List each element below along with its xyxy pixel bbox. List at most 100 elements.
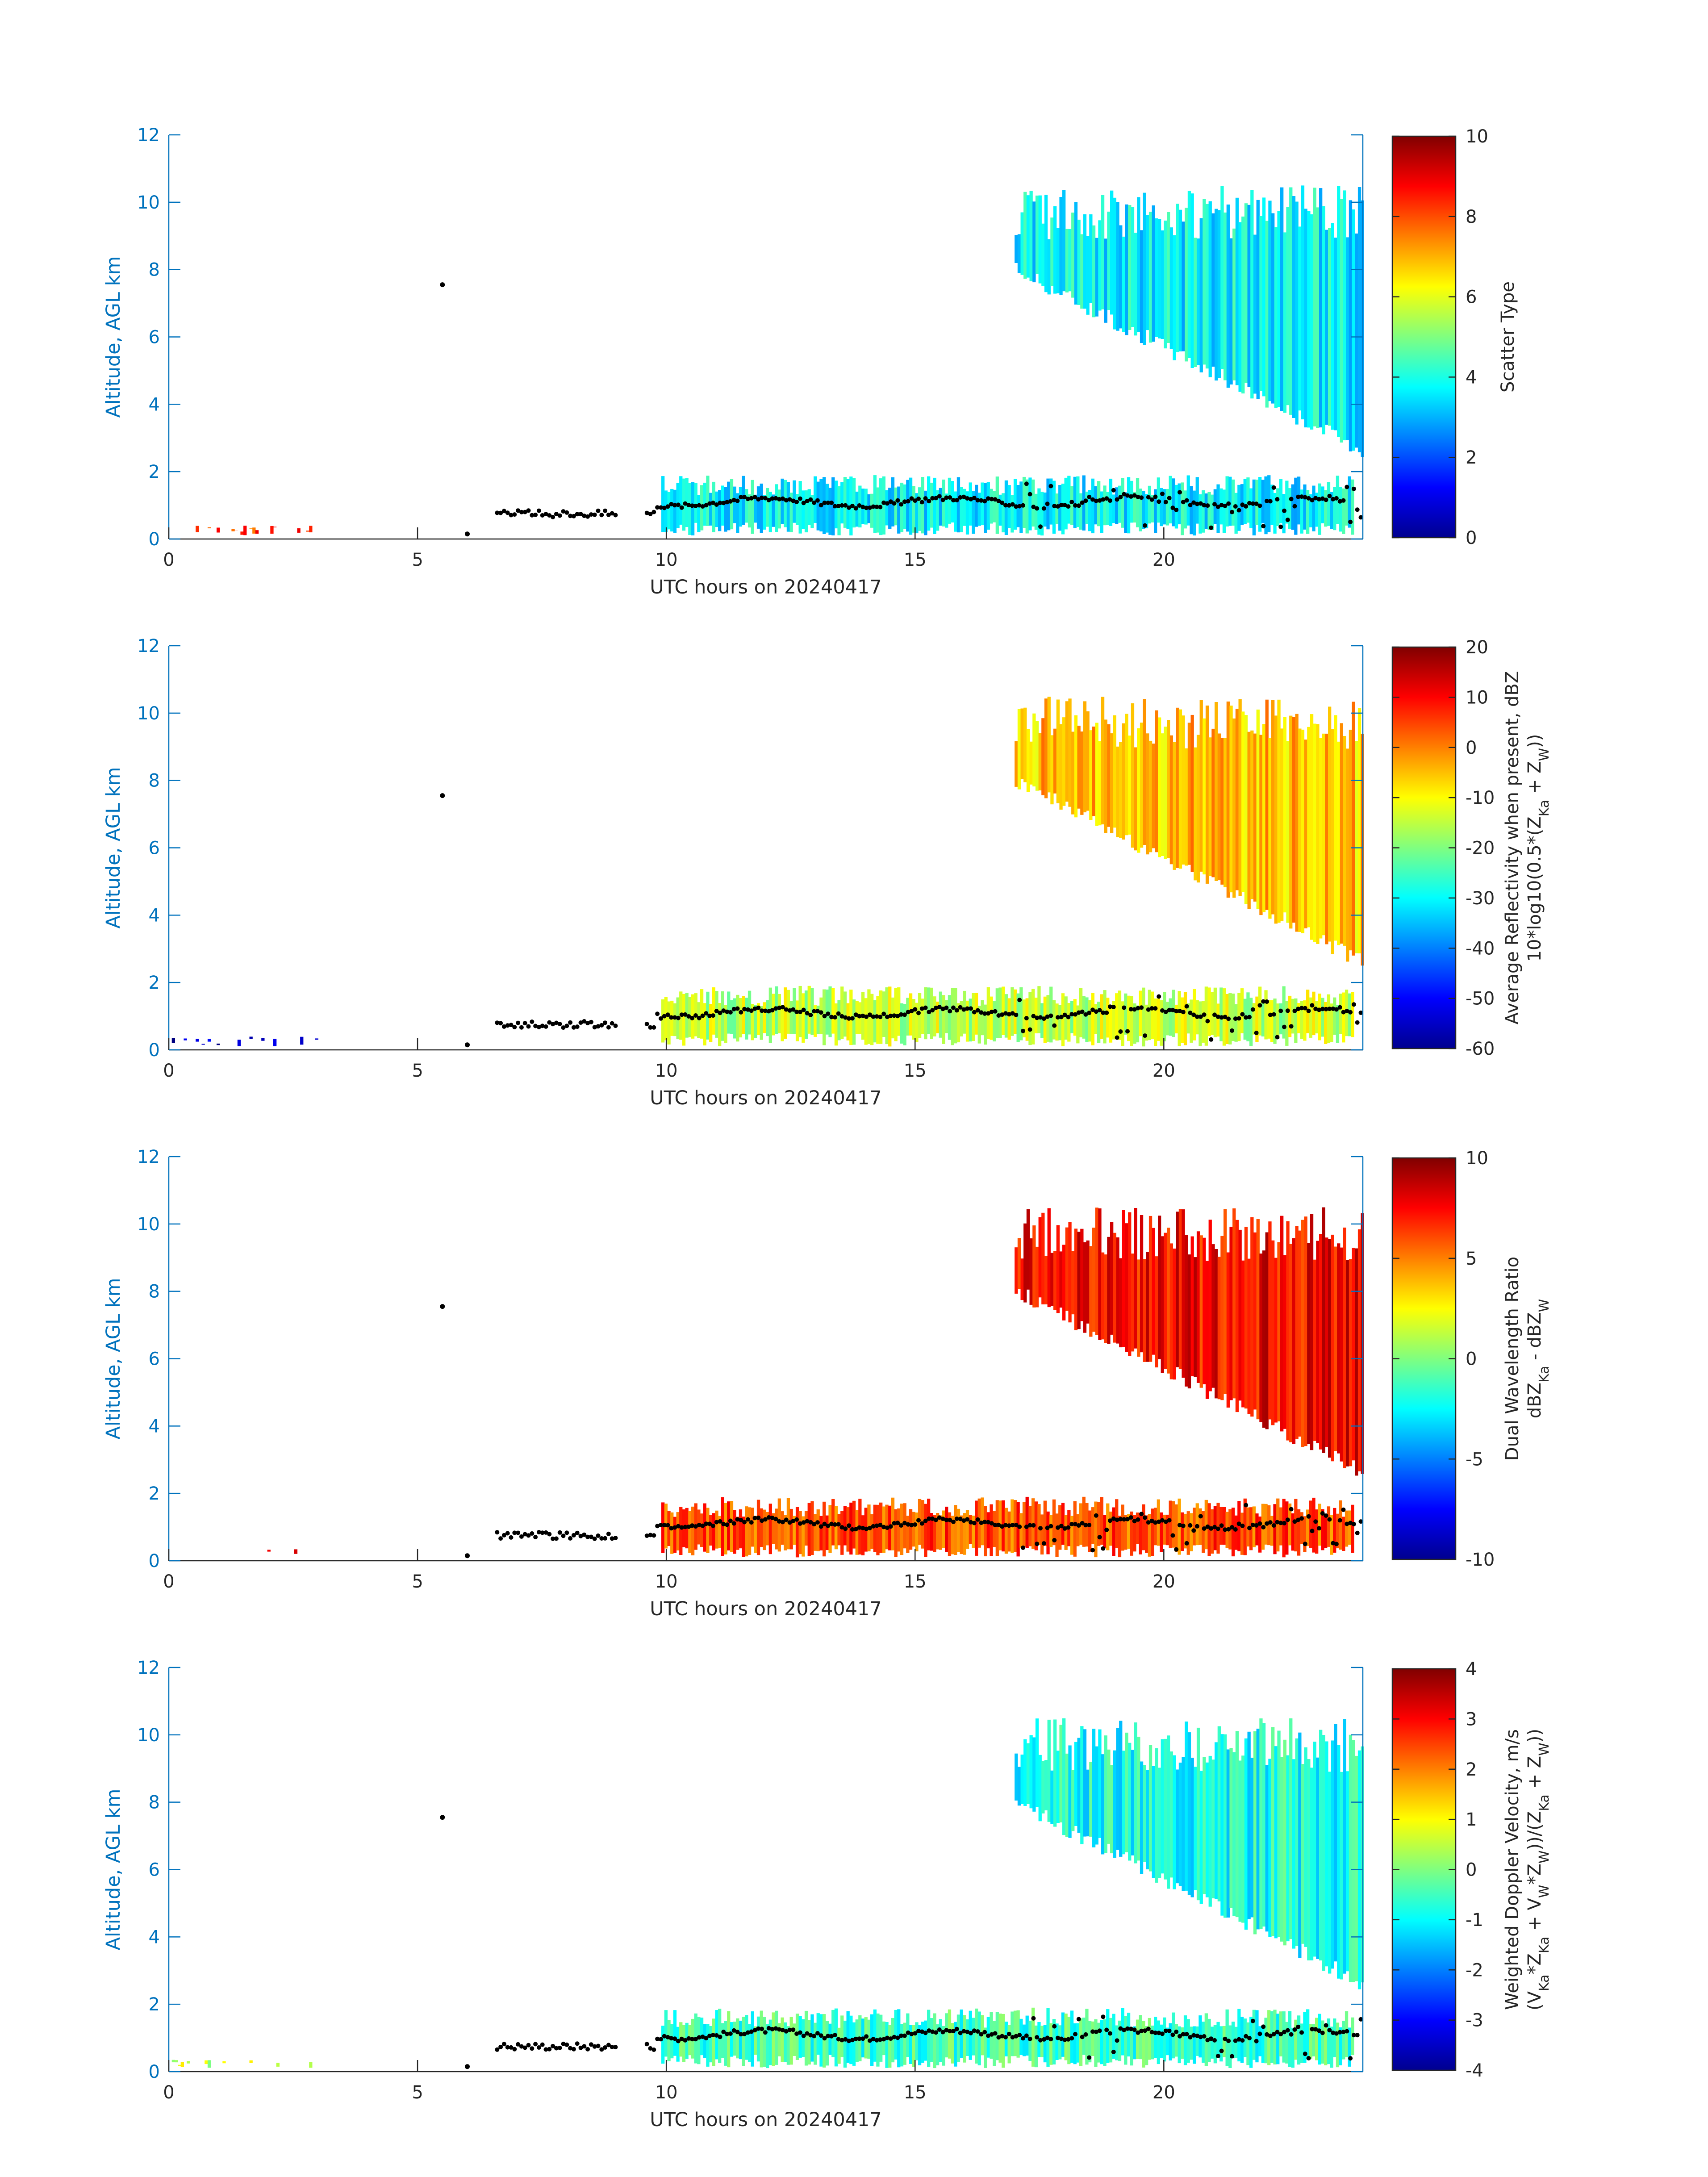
data-column	[825, 2021, 829, 2066]
data-column	[1076, 476, 1080, 527]
cloud-base-point	[919, 2029, 924, 2034]
data-column	[921, 999, 924, 1034]
cloud-base-point	[1069, 2036, 1074, 2041]
cloud-base-point	[874, 1014, 879, 1019]
data-column	[1259, 1254, 1263, 1422]
cloud-base-point	[961, 1518, 966, 1523]
data-column	[1109, 2018, 1113, 2063]
cloud-base-point	[1292, 1008, 1297, 1013]
cloud-base-point	[878, 1522, 883, 1527]
cloud-base-point	[728, 2031, 733, 2036]
data-column	[900, 1003, 904, 1044]
data-column	[1163, 1514, 1166, 1545]
data-regions	[171, 1718, 1364, 2068]
data-column	[1082, 996, 1086, 1039]
cloud-base-point	[860, 2036, 865, 2041]
cloud-base-point	[669, 1015, 674, 1020]
data-column	[1161, 230, 1164, 339]
data-column	[1101, 1754, 1105, 1855]
cloud-base-point	[895, 1521, 900, 1525]
cloud-base-point	[1104, 1527, 1109, 1532]
cloud-base-point	[1358, 1010, 1363, 1015]
data-column	[1199, 1001, 1202, 1046]
data-column	[1297, 1003, 1301, 1033]
cloud-base-point	[1202, 1012, 1207, 1017]
data-column	[810, 1501, 814, 1555]
data-column	[709, 2026, 713, 2063]
data-column	[1050, 217, 1054, 286]
data-column	[906, 1516, 910, 1553]
cloud-base-point	[826, 1011, 831, 1016]
data-column	[1199, 1508, 1202, 1545]
cloud-base-point	[1205, 1524, 1210, 1529]
data-column	[965, 2019, 969, 2056]
cloud-base-point	[1282, 1024, 1286, 1029]
data-column	[798, 2016, 802, 2058]
cloud-base-point	[1076, 1010, 1081, 1015]
cloud-base-point	[885, 2035, 889, 2040]
cloud-base-point	[592, 1536, 597, 1541]
data-column	[1334, 1724, 1337, 1962]
cloud-base-point	[547, 1532, 552, 1537]
cloud-base-point	[1271, 1012, 1276, 1017]
data-column	[1204, 1500, 1208, 1550]
cloud-base-point	[1087, 2055, 1092, 2060]
cloud-base-point	[1083, 1012, 1088, 1017]
cloud-base-point	[1209, 525, 1214, 530]
data-column	[1229, 238, 1233, 384]
data-column	[745, 489, 748, 523]
colorbar-tick-label: 2	[1466, 447, 1477, 468]
cloud-base-point	[1202, 503, 1207, 508]
data-column	[1253, 1232, 1257, 1410]
data-column	[1187, 1254, 1191, 1389]
cloud-base-point	[1275, 497, 1280, 501]
colorbar-tick-label: -5	[1466, 1449, 1483, 1470]
data-column	[834, 1506, 838, 1550]
data-column	[1059, 197, 1063, 295]
data-column	[1029, 191, 1033, 281]
cloud-base-point	[822, 501, 827, 505]
cloud-base-point	[780, 496, 785, 501]
data-column	[1295, 714, 1299, 932]
data-column	[1219, 2026, 1223, 2062]
cloud-base-point	[1358, 2017, 1363, 2022]
data-column	[1346, 748, 1349, 962]
data-column	[1303, 2012, 1307, 2063]
data-column	[1301, 1220, 1305, 1447]
data-column	[721, 1497, 724, 1556]
data-column	[1176, 707, 1179, 868]
cloud-base-point	[1250, 501, 1255, 506]
data-column	[1276, 488, 1280, 526]
data-column	[1298, 728, 1302, 932]
cloud-base-point	[826, 1523, 831, 1528]
data-column	[1019, 2018, 1023, 2055]
data-column	[1357, 708, 1361, 953]
cloud-base-point	[742, 495, 747, 500]
cloud-base-point	[1337, 2030, 1342, 2035]
data-column	[1118, 1516, 1122, 1558]
data-column	[1174, 2024, 1178, 2057]
data-column	[1193, 490, 1196, 536]
cloud-base-point	[1289, 497, 1294, 501]
cloud-base-point	[578, 2045, 583, 2050]
cloud-base-point	[760, 2027, 764, 2031]
data-column	[1199, 218, 1203, 372]
data-column	[1071, 1770, 1075, 1831]
data-column	[1215, 209, 1218, 381]
data-column	[956, 1508, 960, 1552]
cloud-base-point	[1320, 2031, 1325, 2035]
cloud-base-point	[857, 1525, 862, 1530]
data-column	[1205, 705, 1209, 884]
data-column	[1216, 2022, 1220, 2057]
cloud-base-point	[561, 1534, 566, 1538]
cloud-base-point	[1345, 1008, 1349, 1013]
data-column	[1165, 489, 1169, 526]
data-column	[837, 2027, 841, 2064]
cloud-base-point	[690, 1523, 695, 1528]
data-column	[1228, 2025, 1232, 2068]
data-column	[1327, 482, 1331, 526]
data-column	[897, 987, 901, 1036]
data-column	[1194, 238, 1197, 367]
data-column	[1342, 488, 1345, 534]
